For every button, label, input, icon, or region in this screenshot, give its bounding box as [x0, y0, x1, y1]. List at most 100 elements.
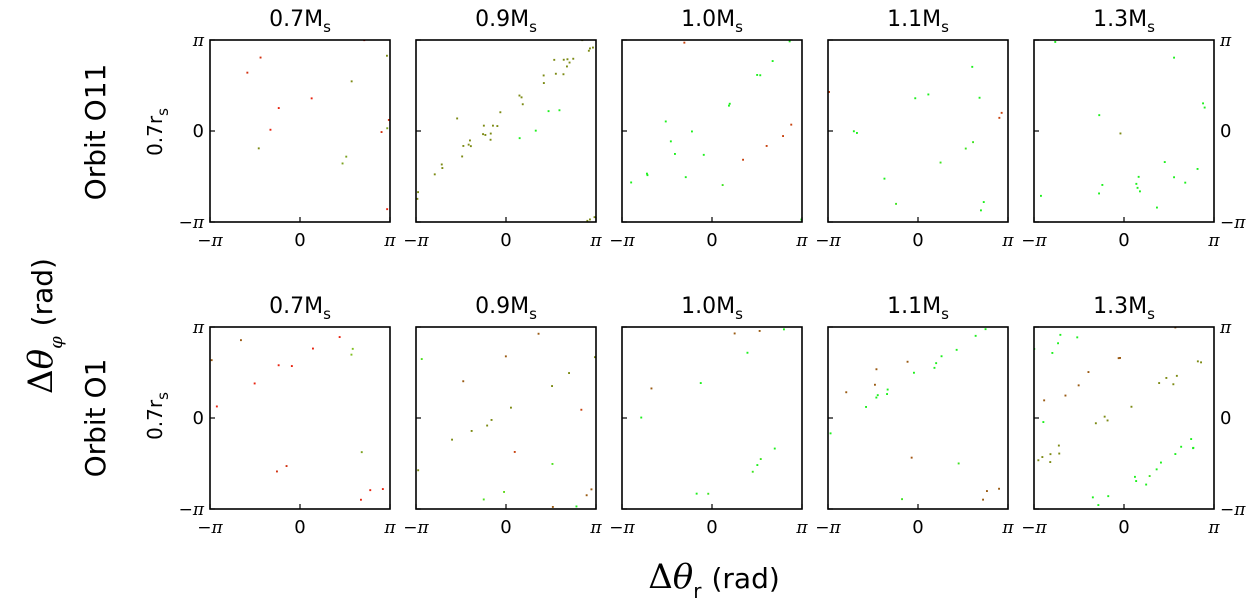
scatter-panel: 1.3Ms −π 0 π π 0 −π: [1021, 294, 1246, 538]
scatter-point: [1000, 111, 1003, 114]
scatter-point: [669, 140, 672, 143]
scatter-point: [462, 380, 465, 383]
x-tick-label: 0: [294, 230, 305, 251]
scatter-point: [939, 161, 942, 164]
scatter-point: [586, 219, 589, 222]
scatter-point: [699, 382, 702, 384]
scatter-point: [386, 54, 388, 57]
scatter-point: [1148, 475, 1151, 477]
scatter-point: [906, 360, 909, 363]
scatter-point: [1196, 168, 1199, 170]
scatter-point: [1049, 453, 1052, 456]
panel-title-mass: 1.0M: [681, 294, 735, 319]
y-tick-label: π: [192, 31, 205, 51]
scatter-point: [1059, 333, 1062, 336]
scatter-point: [1117, 357, 1120, 360]
scatter-point: [467, 143, 470, 146]
scatter-point: [728, 102, 731, 105]
scatter-point: [1051, 352, 1054, 354]
scatter-point: [310, 97, 313, 100]
y-tick-label: −π: [179, 500, 205, 520]
scatter-point: [914, 97, 917, 100]
x-tick-label: −π: [197, 518, 223, 538]
scatter-point: [510, 406, 512, 409]
scatter-point: [998, 487, 1000, 490]
panel-title-mass: 1.1M: [887, 294, 941, 319]
scatter-point: [312, 347, 314, 350]
scatter-point: [338, 336, 341, 338]
scatter-point: [1163, 161, 1166, 163]
x-tick-label: π: [383, 518, 396, 538]
axes-frame: [415, 326, 597, 510]
scatter-panel: 1.0Ms −π 0 π: [609, 294, 808, 538]
scatter-point: [1107, 495, 1110, 498]
scatter-point: [630, 181, 633, 184]
row-label-o1: Orbit O1: [79, 359, 112, 478]
scatter-point: [215, 405, 218, 408]
scatter-point: [758, 330, 761, 332]
x-tick-label: π: [589, 231, 602, 251]
scatter-point: [935, 362, 938, 365]
scatter-point: [1106, 419, 1109, 422]
scatter-point: [933, 366, 936, 369]
panel-title-mass: 0.7M: [269, 7, 323, 32]
scatter-point: [1137, 175, 1140, 178]
scatter-point: [640, 416, 643, 419]
scatter-point: [484, 134, 487, 136]
scatter-point: [874, 383, 876, 386]
scatter-point: [982, 201, 985, 203]
scatter-point: [482, 133, 484, 136]
scatter-point: [592, 46, 594, 49]
x-tick-label: π: [1207, 231, 1220, 251]
x-tick-label: −π: [403, 231, 429, 251]
scatter-point: [440, 163, 443, 166]
y-tick-label: 0: [1220, 408, 1231, 429]
scatter-point: [562, 73, 565, 76]
scatter-point: [416, 197, 419, 200]
scatter-point: [751, 470, 754, 473]
scatter-point: [587, 49, 590, 52]
scatter-point: [1200, 361, 1202, 364]
axes-frame: [1033, 326, 1215, 510]
scatter-point: [562, 58, 565, 61]
scatter-point: [568, 372, 570, 374]
scatter-point: [746, 351, 749, 354]
y-tick-label: π: [1219, 318, 1232, 338]
scatter-point: [585, 494, 588, 497]
scatter-point: [490, 419, 493, 421]
scatter-point: [845, 391, 848, 394]
x-tick-label: 0: [706, 230, 717, 251]
x-tick-label: −π: [1021, 518, 1047, 538]
scatter-point: [341, 162, 344, 165]
x-tick-label: 0: [500, 517, 511, 538]
scatter-point: [470, 430, 473, 432]
scatter-point: [674, 153, 676, 155]
axes-frame: [621, 39, 803, 223]
scatter-point: [568, 61, 571, 64]
scatter-panel: 0.9Ms −π 0 π: [403, 7, 602, 251]
scatter-point: [980, 209, 982, 212]
panel-title: 1.1Ms: [887, 294, 949, 323]
scatter-point: [1057, 342, 1059, 345]
scatter-point: [285, 465, 288, 467]
scatter-point: [829, 432, 832, 435]
x-tick-label: −π: [609, 518, 635, 538]
scatter-point: [420, 358, 423, 360]
scatter-point: [360, 498, 362, 501]
scatter-point: [1165, 377, 1168, 379]
scatter-point: [240, 339, 242, 342]
scatter-point: [1196, 360, 1199, 363]
scatter-point: [504, 355, 507, 358]
scatter-point: [1156, 206, 1158, 209]
scatter-point: [542, 82, 545, 84]
scatter-point: [940, 355, 943, 358]
scatter-point: [895, 202, 897, 205]
x-tick-label: π: [1001, 231, 1014, 251]
scatter-point: [1203, 106, 1206, 109]
x-tick-label: π: [1207, 518, 1220, 538]
scatter-point: [469, 139, 471, 142]
scatter-point: [986, 490, 988, 492]
scatter-points: [416, 40, 596, 222]
scatter-point: [518, 137, 521, 140]
